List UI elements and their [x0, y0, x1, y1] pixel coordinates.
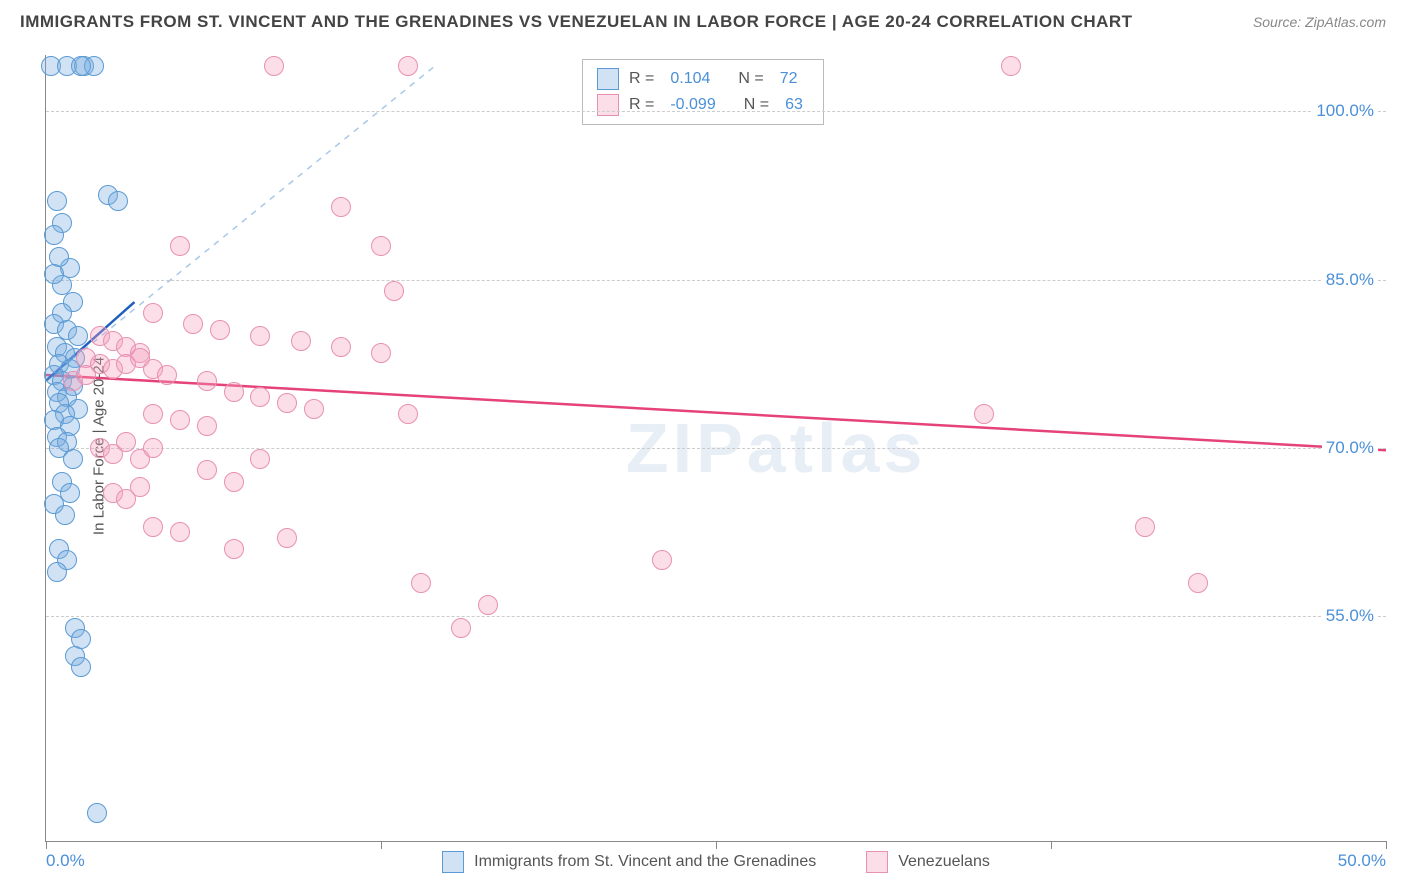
data-point-pink [264, 56, 284, 76]
gridline-h [46, 616, 1386, 617]
swatch-pink [866, 851, 888, 873]
data-point-pink [974, 404, 994, 424]
data-point-pink [143, 303, 163, 323]
data-point-pink [250, 449, 270, 469]
data-point-pink [143, 517, 163, 537]
data-point-pink [170, 522, 190, 542]
stat-n-label: N = [738, 70, 763, 88]
x-tick-label-max: 50.0% [1338, 851, 1386, 871]
data-point-pink [224, 539, 244, 559]
x-tick [1386, 841, 1387, 849]
data-point-pink [291, 331, 311, 351]
data-point-pink [277, 528, 297, 548]
swatch-blue [597, 68, 619, 90]
data-point-pink [183, 314, 203, 334]
chart-title: IMMIGRANTS FROM ST. VINCENT AND THE GREN… [20, 12, 1133, 32]
data-point-pink [210, 320, 230, 340]
x-tick-label-min: 0.0% [46, 851, 85, 871]
y-tick-label: 85.0% [1322, 270, 1378, 290]
data-point-pink [224, 472, 244, 492]
data-point-blue [71, 56, 91, 76]
swatch-pink [597, 94, 619, 116]
data-point-pink [451, 618, 471, 638]
data-point-pink [130, 477, 150, 497]
data-point-pink [224, 382, 244, 402]
data-point-blue [47, 562, 67, 582]
data-point-pink [170, 410, 190, 430]
data-point-blue [87, 803, 107, 823]
stats-legend: R = 0.104 N = 72 R =-0.099N =63 [582, 59, 824, 125]
data-point-blue [108, 191, 128, 211]
data-point-blue [68, 326, 88, 346]
x-tick [46, 841, 47, 849]
stats-row: R =-0.099N =63 [597, 92, 809, 118]
legend-label: Immigrants from St. Vincent and the Gren… [474, 853, 816, 871]
data-point-pink [157, 365, 177, 385]
stat-r-value: 0.104 [670, 70, 710, 88]
data-point-pink [197, 460, 217, 480]
data-point-pink [250, 326, 270, 346]
data-point-pink [398, 404, 418, 424]
data-point-pink [398, 56, 418, 76]
y-tick-label: 70.0% [1322, 438, 1378, 458]
data-point-blue [71, 657, 91, 677]
gridline-h [46, 111, 1386, 112]
data-point-pink [371, 343, 391, 363]
data-point-pink [116, 432, 136, 452]
legend-item: Immigrants from St. Vincent and the Gren… [442, 851, 816, 873]
data-point-pink [250, 387, 270, 407]
gridline-h [46, 448, 1386, 449]
data-point-pink [331, 197, 351, 217]
legend-label: Venezuelans [898, 853, 990, 871]
x-tick [1051, 841, 1052, 849]
data-point-pink [371, 236, 391, 256]
series-legend: Immigrants from St. Vincent and the Gren… [46, 851, 1386, 873]
data-point-pink [652, 550, 672, 570]
data-point-pink [384, 281, 404, 301]
data-point-blue [63, 449, 83, 469]
attribution-text: Source: ZipAtlas.com [1253, 14, 1386, 30]
data-point-blue [55, 505, 75, 525]
swatch-blue [442, 851, 464, 873]
data-point-pink [76, 365, 96, 385]
data-point-pink [197, 371, 217, 391]
data-point-blue [44, 264, 64, 284]
stat-r-label: R = [629, 70, 654, 88]
x-tick [381, 841, 382, 849]
data-point-pink [1135, 517, 1155, 537]
data-point-pink [170, 236, 190, 256]
data-point-blue [44, 225, 64, 245]
x-tick [716, 841, 717, 849]
data-point-pink [331, 337, 351, 357]
data-point-pink [478, 595, 498, 615]
y-tick-label: 55.0% [1322, 606, 1378, 626]
data-point-pink [197, 416, 217, 436]
data-point-pink [277, 393, 297, 413]
data-point-pink [143, 438, 163, 458]
data-point-pink [304, 399, 324, 419]
scatter-plot: ZIPatlas R =0.104N =72R =-0.099N =63 Imm… [45, 55, 1386, 842]
y-tick-label: 100.0% [1312, 101, 1378, 121]
stats-row: R = 0.104 N = 72 [597, 66, 809, 92]
data-point-blue [47, 191, 67, 211]
data-point-pink [1001, 56, 1021, 76]
data-point-pink [411, 573, 431, 593]
legend-item: Venezuelans [866, 851, 990, 873]
data-point-pink [1188, 573, 1208, 593]
stat-n-value: 72 [780, 70, 798, 88]
gridline-h [46, 280, 1386, 281]
data-point-pink [143, 404, 163, 424]
